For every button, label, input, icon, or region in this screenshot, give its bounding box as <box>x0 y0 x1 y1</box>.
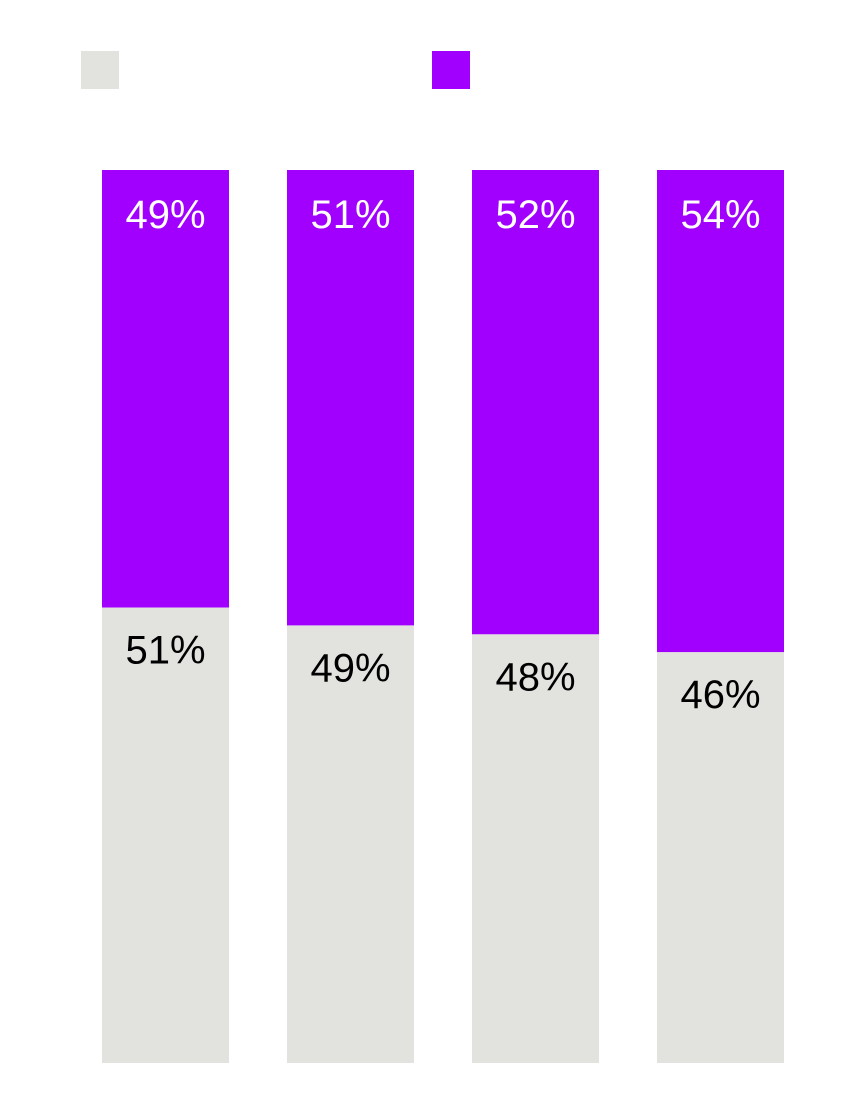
data-label-top-2: 52% <box>495 193 575 237</box>
legend <box>81 51 470 89</box>
data-label-top-1: 51% <box>310 193 390 237</box>
data-label-bottom-3: 46% <box>680 673 760 717</box>
data-label-top-3: 54% <box>680 193 760 237</box>
data-label-bottom-1: 49% <box>310 646 390 690</box>
bar-segment-bottom-2 <box>472 634 599 1063</box>
data-label-bottom-2: 48% <box>495 655 575 699</box>
bar-segment-top-3 <box>657 170 784 653</box>
bar-segment-top-1 <box>287 170 414 626</box>
bar-segment-bottom-0 <box>102 607 229 1063</box>
legend-swatch-0 <box>81 51 119 89</box>
data-label-bottom-0: 51% <box>125 629 205 673</box>
bars <box>102 170 784 1063</box>
data-label-top-0: 49% <box>125 193 205 237</box>
legend-swatch-1 <box>432 51 470 89</box>
data-labels: 49% 51% 51% 49% 52% 48% 54% 46% <box>125 193 760 717</box>
bar-segment-top-2 <box>472 170 599 635</box>
bar-segment-bottom-1 <box>287 625 414 1063</box>
bar-segment-top-0 <box>102 170 229 608</box>
bar-segment-bottom-3 <box>657 652 784 1063</box>
